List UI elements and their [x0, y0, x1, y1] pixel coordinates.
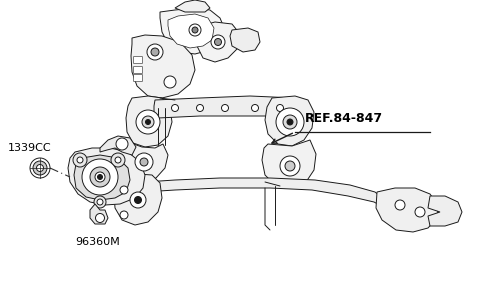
- Polygon shape: [90, 204, 108, 224]
- Polygon shape: [230, 28, 260, 52]
- Polygon shape: [376, 188, 438, 232]
- Circle shape: [171, 104, 179, 112]
- Polygon shape: [265, 96, 314, 146]
- Polygon shape: [154, 96, 300, 118]
- Polygon shape: [114, 174, 162, 225]
- Circle shape: [94, 196, 106, 208]
- Polygon shape: [100, 136, 136, 155]
- Circle shape: [130, 192, 146, 208]
- Circle shape: [164, 76, 176, 88]
- Polygon shape: [168, 14, 214, 48]
- Circle shape: [211, 35, 225, 49]
- Polygon shape: [262, 140, 316, 188]
- Polygon shape: [131, 35, 195, 98]
- Circle shape: [134, 196, 142, 203]
- Polygon shape: [68, 148, 145, 205]
- Polygon shape: [74, 155, 130, 200]
- Polygon shape: [122, 178, 385, 208]
- Circle shape: [77, 157, 83, 163]
- Circle shape: [97, 175, 103, 179]
- FancyBboxPatch shape: [133, 56, 143, 64]
- Circle shape: [116, 138, 128, 150]
- Circle shape: [285, 161, 295, 171]
- Circle shape: [140, 158, 148, 166]
- Circle shape: [36, 164, 44, 172]
- Polygon shape: [197, 22, 240, 62]
- Circle shape: [120, 186, 128, 194]
- Circle shape: [33, 161, 47, 175]
- Circle shape: [147, 44, 163, 60]
- Circle shape: [97, 199, 103, 205]
- Polygon shape: [122, 142, 168, 182]
- Circle shape: [192, 27, 198, 33]
- Circle shape: [415, 207, 425, 217]
- Circle shape: [142, 116, 154, 128]
- Polygon shape: [175, 0, 210, 12]
- Circle shape: [73, 153, 87, 167]
- Text: 1339CC: 1339CC: [8, 143, 52, 153]
- Circle shape: [283, 115, 297, 129]
- Polygon shape: [160, 8, 225, 54]
- Circle shape: [90, 167, 110, 187]
- Circle shape: [189, 24, 201, 36]
- Circle shape: [221, 104, 228, 112]
- Circle shape: [151, 48, 159, 56]
- Circle shape: [196, 104, 204, 112]
- Circle shape: [115, 157, 121, 163]
- Polygon shape: [126, 96, 172, 147]
- Circle shape: [252, 104, 259, 112]
- Circle shape: [135, 153, 153, 171]
- FancyBboxPatch shape: [133, 67, 143, 73]
- Circle shape: [395, 200, 405, 210]
- Circle shape: [120, 211, 128, 219]
- Circle shape: [82, 159, 118, 195]
- Polygon shape: [428, 196, 462, 226]
- Text: REF.84-847: REF.84-847: [305, 112, 383, 124]
- Circle shape: [111, 153, 125, 167]
- Circle shape: [276, 108, 304, 136]
- Circle shape: [145, 119, 151, 124]
- Circle shape: [95, 172, 105, 182]
- Circle shape: [215, 38, 221, 46]
- FancyBboxPatch shape: [133, 74, 143, 82]
- Circle shape: [276, 104, 284, 112]
- Circle shape: [280, 156, 300, 176]
- Circle shape: [30, 158, 50, 178]
- Circle shape: [287, 119, 293, 125]
- Text: 96360M: 96360M: [75, 237, 120, 247]
- Circle shape: [96, 214, 105, 223]
- Circle shape: [136, 110, 160, 134]
